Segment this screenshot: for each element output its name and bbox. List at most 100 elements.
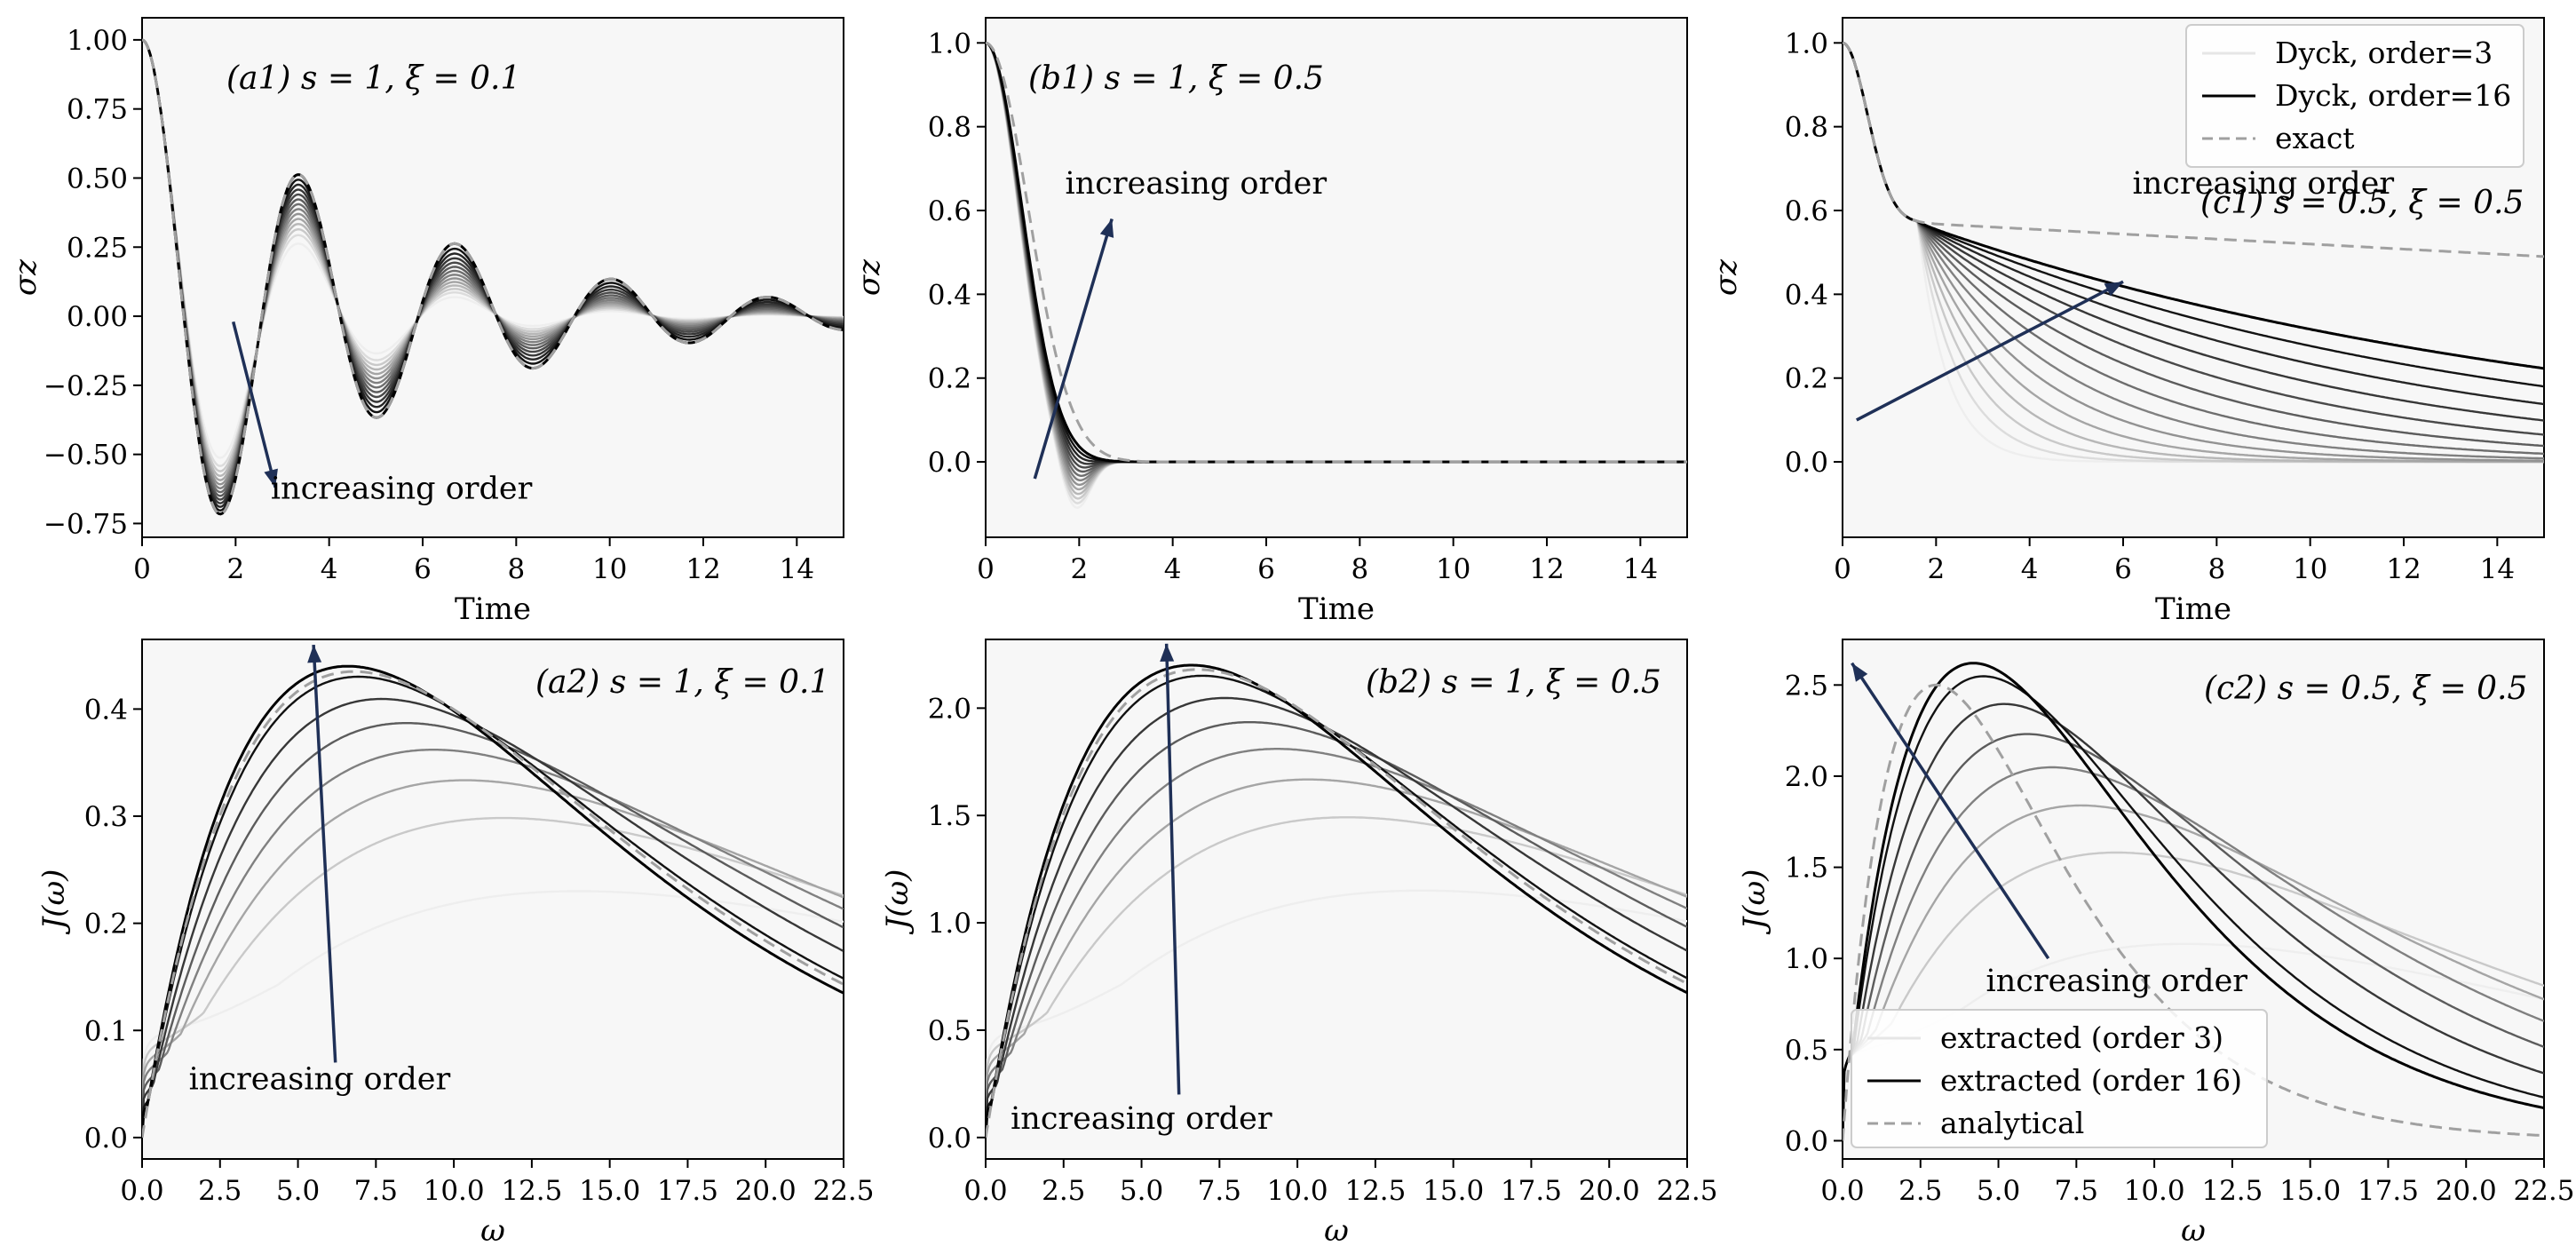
annotation-arrowhead-b1 — [1099, 218, 1114, 238]
ytick-label-a1: 0.75 — [67, 94, 128, 126]
xtick-label-c1: 14 — [2480, 553, 2515, 585]
panel-label-a2: (a2) s = 1, ξ = 0.1 — [535, 664, 829, 701]
annotation-arrowhead-a1 — [264, 468, 278, 488]
series-a2-order-7 — [142, 779, 844, 1138]
ytick-label-a2: 0.0 — [84, 1123, 128, 1155]
ytick-label-b1: 1.0 — [928, 28, 971, 60]
xtick-label-a2: 2.5 — [198, 1175, 242, 1207]
ytick-label-c1: 0.4 — [1785, 279, 1828, 311]
ylabel-b2: J(ω) — [880, 869, 915, 935]
xlabel-b2: ω — [1324, 1213, 1349, 1246]
xtick-label-a2: 22.5 — [812, 1175, 874, 1207]
series-c2-order-16 — [1843, 662, 2544, 1141]
legend-label: extracted (order 3) — [1940, 1020, 2223, 1055]
annotation-text-a2: increasing order — [189, 1062, 451, 1098]
xtick-label-c2: 17.5 — [2358, 1175, 2419, 1207]
legend-label: exact — [2275, 121, 2355, 155]
xtick-label-c1: 2 — [1927, 553, 1945, 585]
ytick-label-c1: 1.0 — [1785, 28, 1828, 60]
ytick-label-c1: 0.6 — [1785, 195, 1828, 227]
xtick-label-a1: 10 — [592, 553, 627, 585]
xlabel-b1: Time — [1298, 591, 1375, 627]
xtick-label-c2: 22.5 — [2513, 1175, 2574, 1207]
series-a2-order-5 — [142, 816, 844, 1138]
legend-box-c2 — [1851, 1009, 2268, 1148]
panel-label-b2: (b2) s = 1, ξ = 0.5 — [1366, 664, 1661, 701]
xtick-label-c1: 12 — [2386, 553, 2421, 585]
ytick-label-b2: 1.5 — [928, 800, 971, 832]
xtick-label-b1: 0 — [977, 553, 995, 585]
annotation-arrow-c2 — [1851, 662, 2050, 960]
plot-area-a2 — [142, 664, 844, 1139]
legend-label: analytical — [1940, 1106, 2084, 1140]
legend-c1: Dyck, order=3 Dyck, order=16 exact — [2185, 24, 2524, 168]
axes-frame-b2 — [985, 639, 1688, 1160]
series-a2-order-3 — [142, 890, 844, 1138]
annotation-text-a1: increasing order — [271, 471, 533, 506]
ytick-label-c1: 0.2 — [1785, 363, 1828, 395]
ylabel-b1: σz — [852, 258, 887, 296]
panel-c2: 0.0 2.5 5.0 7.5 10.0 12.5 15.0 17.5 20.0 22.5 0.0 0… — [1737, 639, 2575, 1246]
series-b2-order-9 — [986, 748, 1687, 1138]
series-c1-order-8 — [1843, 42, 2544, 462]
xtick-label-b1: 12 — [1529, 553, 1564, 585]
annotation-arrow-a1 — [232, 321, 277, 488]
panel-b2: 0.0 2.5 5.0 7.5 10.0 12.5 15.0 17.5 20.0 22.5 0.0 0… — [880, 639, 1718, 1246]
xtick-label-c1: 0 — [1834, 553, 1851, 585]
ytick-label-b2: 1.0 — [928, 908, 971, 940]
xtick-label-c1: 10 — [2293, 553, 2327, 585]
series-c1-exact — [1843, 41, 2544, 258]
xtick-label-a1: 4 — [321, 553, 338, 585]
series-b2-order-15 — [986, 674, 1687, 1138]
ytick-label-a1: 0.25 — [67, 232, 128, 264]
xtick-label-b1: 10 — [1436, 553, 1470, 585]
annotation-arrowhead-c1 — [2104, 282, 2123, 297]
xtick-label-c2: 5.0 — [1977, 1175, 2020, 1207]
xtick-label-b1: 6 — [1257, 553, 1275, 585]
series-c1-order-16 — [1843, 41, 2544, 370]
xtick-label-c2: 0.0 — [1820, 1175, 1864, 1207]
panel-b1: 0 2 4 6 8 10 12 14 0.0 0.2 0.4 0.6 0.8 1.0 Time σz (b1) … — [852, 17, 1688, 627]
xtick-label-c2: 20.0 — [2436, 1175, 2497, 1207]
ytick-label-c2: 1.5 — [1785, 853, 1828, 885]
xtick-label-a2: 10.0 — [424, 1175, 485, 1207]
xtick-label-b2: 2.5 — [1042, 1175, 1085, 1207]
legend-c2: extracted (order 3) extracted (order 16) a… — [1851, 1009, 2268, 1148]
series-b1-exact — [986, 41, 1687, 464]
xtick-label-c2: 7.5 — [2055, 1175, 2098, 1207]
ytick-label-b2: 0.0 — [928, 1123, 971, 1155]
ytick-label-c2: 0.0 — [1785, 1125, 1828, 1157]
series-c1-order-10 — [1843, 42, 2544, 456]
plot-area-a1 — [142, 38, 844, 516]
ytick-label-c2: 1.0 — [1785, 943, 1828, 975]
ylabel-a1: σz — [8, 258, 44, 296]
panel-label-c2: (c2) s = 0.5, ξ = 0.5 — [2204, 671, 2527, 707]
legend-label: extracted (order 16) — [1940, 1063, 2242, 1098]
annotation-arrowhead-c2 — [1851, 663, 1868, 682]
xtick-label-a2: 15.0 — [579, 1175, 640, 1207]
series-c2-order-5 — [1843, 851, 2544, 1141]
series-b2-order-5 — [986, 816, 1687, 1138]
ytick-label-a1: 0.50 — [67, 163, 128, 194]
xtick-label-a1: 6 — [414, 553, 432, 585]
series-c1-order-7 — [1843, 42, 2544, 463]
xtick-label-a2: 12.5 — [501, 1175, 562, 1207]
series-c1-order-12 — [1843, 42, 2544, 436]
series-c2-order-15 — [1843, 675, 2544, 1141]
plot-area-b2 — [986, 663, 1687, 1139]
series-a2-order-16 — [142, 664, 844, 1138]
panel-a1: 0 2 4 6 8 10 12 14 −0.75 −0.50 −0.25 0.00 0.25 0.50 0.… — [8, 17, 844, 627]
xtick-label-b2: 5.0 — [1120, 1175, 1163, 1207]
xtick-label-a1: 2 — [226, 553, 244, 585]
axes-frame-a1 — [141, 17, 844, 538]
series-c2-order-9 — [1843, 766, 2544, 1141]
annotation-arrow-b2 — [1164, 643, 1181, 1095]
series-b2-order-7 — [986, 778, 1687, 1138]
ylabel-c2: J(ω) — [1737, 869, 1772, 935]
xtick-label-a2: 5.0 — [276, 1175, 320, 1207]
ytick-label-c1: 0.8 — [1785, 112, 1828, 144]
series-c2-order-11 — [1843, 733, 2544, 1141]
series-a2-analytical — [142, 670, 844, 1139]
xtick-label-a2: 7.5 — [354, 1175, 398, 1207]
ytick-label-a2: 0.2 — [84, 909, 128, 940]
